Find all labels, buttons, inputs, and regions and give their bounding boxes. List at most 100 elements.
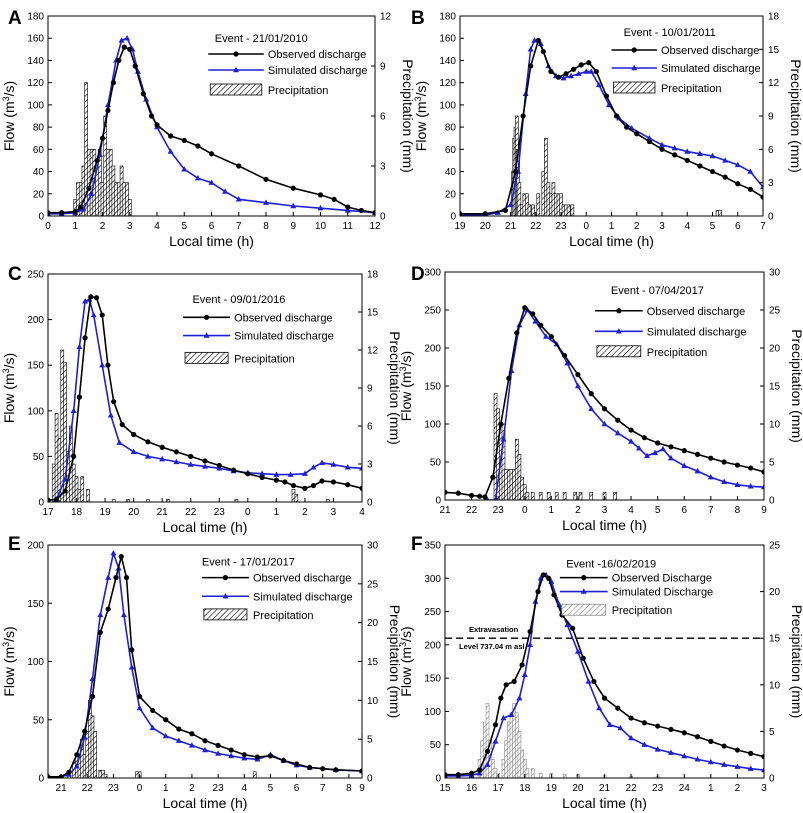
observed-point <box>89 693 96 700</box>
x-tick-label: 3 <box>127 221 133 232</box>
simulated-point <box>605 101 612 108</box>
observed-point <box>445 489 448 495</box>
legend-precip-label: Precipitation <box>268 85 329 97</box>
x-tick-label: 5 <box>710 221 716 232</box>
observed-series <box>48 44 375 216</box>
precip-bar <box>613 492 617 500</box>
simulated-point <box>707 474 714 480</box>
simulated-point <box>493 496 498 500</box>
y-tick-label: 160 <box>439 34 456 45</box>
y-tick-label: 140 <box>439 56 456 67</box>
observed-point <box>331 196 337 202</box>
legend-precip-label: Precipitation <box>647 347 708 359</box>
observed-point <box>307 764 313 771</box>
observed-point <box>591 678 597 685</box>
observed-point <box>159 444 165 450</box>
precip-bars <box>67 700 257 778</box>
observed-point <box>535 589 541 595</box>
x-tick-label: 4 <box>241 783 247 794</box>
y-tick-label: 100 <box>27 657 44 668</box>
simulated-point <box>734 481 741 487</box>
observed-point <box>48 497 51 502</box>
precip-bar <box>252 771 257 778</box>
observed-point <box>641 435 647 441</box>
simulated-point <box>707 758 714 765</box>
observed-point <box>580 655 586 661</box>
observed-point <box>555 74 562 80</box>
observed-point <box>761 469 764 475</box>
observed-point <box>460 211 463 216</box>
observed-point <box>570 625 576 631</box>
x-tick-label: 4 <box>154 221 160 232</box>
x-axis-label: Local time (h) <box>569 233 654 249</box>
observed-point <box>668 726 674 733</box>
x-tick-label: 19 <box>546 783 558 794</box>
simulated-point <box>208 179 215 185</box>
x-tick-label: 7 <box>708 505 714 516</box>
simulated-point <box>235 196 242 202</box>
simulated-point <box>659 141 665 148</box>
precip-bar <box>166 499 170 502</box>
y-tick-label: 180 <box>27 12 44 23</box>
observed-point <box>302 485 308 491</box>
chart-title: Event - 10/01/2011 <box>624 27 716 39</box>
simulated-point <box>601 420 608 427</box>
precip-bar <box>93 731 97 778</box>
simulated-point <box>761 483 764 490</box>
x-tick-label: 10 <box>315 221 327 232</box>
observed-point <box>659 146 665 152</box>
simulated-point <box>76 343 83 350</box>
observed-point <box>522 305 528 311</box>
precip-bar <box>517 182 522 216</box>
observed-point <box>527 628 533 635</box>
observed-point <box>613 113 620 119</box>
y-axis-label: Flow (m3/s) <box>1 626 17 696</box>
chart-title: Event - 09/01/2016 <box>192 294 285 306</box>
simulated-point <box>575 70 582 76</box>
x-tick-label: 2 <box>100 221 106 232</box>
y-right-tick-label: 12 <box>380 12 392 23</box>
legend-precip-label: Precipitation <box>253 610 314 622</box>
x-tick-label: 16 <box>466 783 478 794</box>
observed-series <box>445 305 764 500</box>
simulated-point <box>167 148 174 154</box>
simulated-point <box>344 464 351 470</box>
observed-point <box>514 330 520 336</box>
simulated-point <box>73 763 80 769</box>
observed-point <box>317 192 324 198</box>
simulated-point <box>62 476 69 482</box>
observed-point <box>71 453 77 459</box>
x-tick-label: 11 <box>343 221 354 232</box>
x-tick-label: 0 <box>522 505 528 516</box>
simulated-point <box>614 429 621 436</box>
simulated-point <box>290 202 297 209</box>
legend-observed-label: Observed discharge <box>234 312 332 324</box>
observed-series <box>48 294 362 502</box>
observed-point <box>132 63 138 69</box>
simulated-point <box>521 671 528 678</box>
simulated-point <box>681 462 688 468</box>
simulated-point <box>527 641 534 648</box>
precip-bar <box>538 773 543 778</box>
precip-bar <box>71 463 76 502</box>
observed-point <box>188 453 194 459</box>
observed-point <box>216 462 222 469</box>
simulated-point <box>564 621 571 628</box>
precip-bar <box>554 492 559 500</box>
precip-bar <box>77 489 82 502</box>
y-tick-label: 50 <box>430 458 442 469</box>
simulated-point <box>263 199 269 205</box>
observed-point <box>136 693 143 700</box>
observed-point <box>105 606 111 612</box>
observed-point <box>88 294 94 300</box>
precip-bar <box>570 204 575 216</box>
observed-point <box>535 37 541 44</box>
y-right-tick-label: 9 <box>768 112 774 123</box>
observed-point <box>290 482 297 489</box>
x-tick-label: 0 <box>245 507 251 518</box>
y-tick-label: 80 <box>33 123 45 134</box>
observed-point <box>310 482 317 489</box>
simulated-point <box>80 206 87 212</box>
simulated-point <box>287 471 294 477</box>
